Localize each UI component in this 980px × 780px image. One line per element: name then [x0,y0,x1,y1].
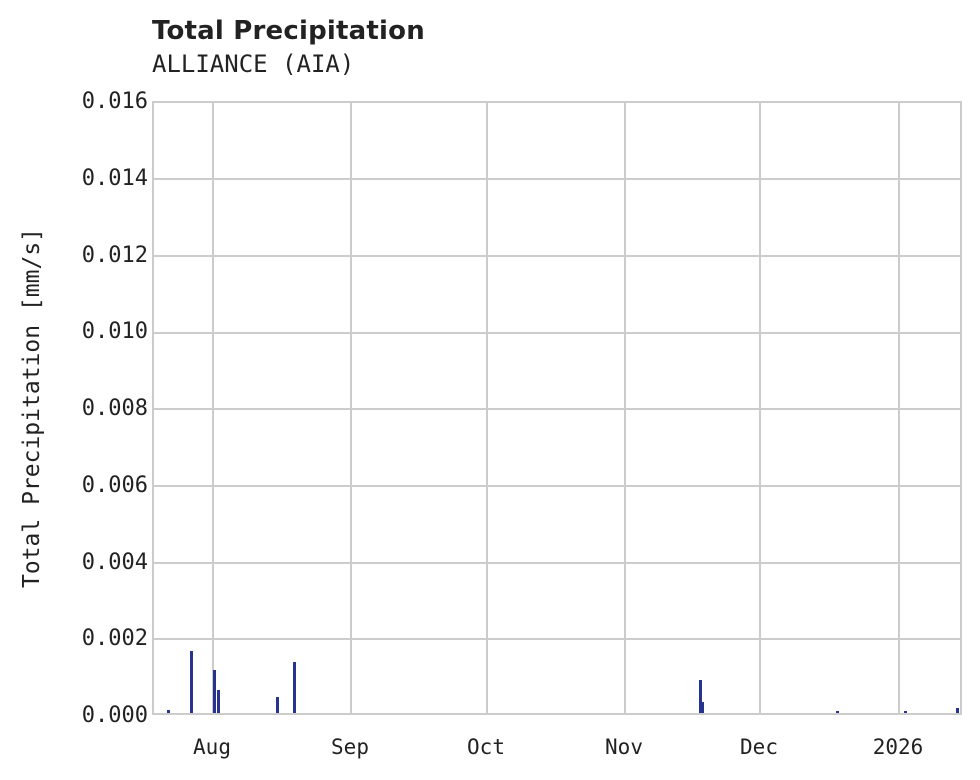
x-tick: Dec [740,735,778,759]
y-tick: 0.004 [81,550,148,575]
precip-bar [167,710,170,713]
x-tick: Oct [467,735,505,759]
gridline-h [154,332,960,334]
gridline-v [624,103,626,713]
y-axis-label: Total Precipitation [mm/s] [19,227,45,589]
y-tick: 0.002 [81,626,148,651]
chart-title: Total Precipitation [152,16,425,46]
gridline-h [154,178,960,180]
gridline-v [212,103,214,713]
x-tick: Sep [331,735,369,759]
gridline-h [154,485,960,487]
gridline-h [154,562,960,564]
precip-bar [213,670,216,713]
gridline-v [898,103,900,713]
x-tick: 2026 [872,735,924,759]
precip-bar [276,697,279,713]
precip-bar [701,702,704,713]
x-tick: Aug [193,735,231,759]
precip-bar [293,662,296,713]
y-tick: 0.012 [81,243,148,268]
precip-bar [956,708,959,713]
y-tick: 0.016 [81,89,148,114]
gridline-h [154,255,960,257]
gridline-v [486,103,488,713]
x-tick: Nov [605,735,643,759]
y-tick: 0.014 [81,166,148,191]
y-tick: 0.006 [81,473,148,498]
precip-bar [190,651,193,713]
y-tick: 0.008 [81,396,148,421]
chart-subtitle: ALLIANCE (AIA) [152,50,355,78]
precip-bar [904,711,907,713]
gridline-h [154,638,960,640]
y-tick: 0.000 [81,703,148,728]
gridline-v [350,103,352,713]
y-tick: 0.010 [81,319,148,344]
precip-bar [217,690,220,713]
precip-bar [699,680,702,713]
gridline-h [154,408,960,410]
gridline-v [759,103,761,713]
plot-area [152,101,962,715]
precip-bar [836,711,839,713]
